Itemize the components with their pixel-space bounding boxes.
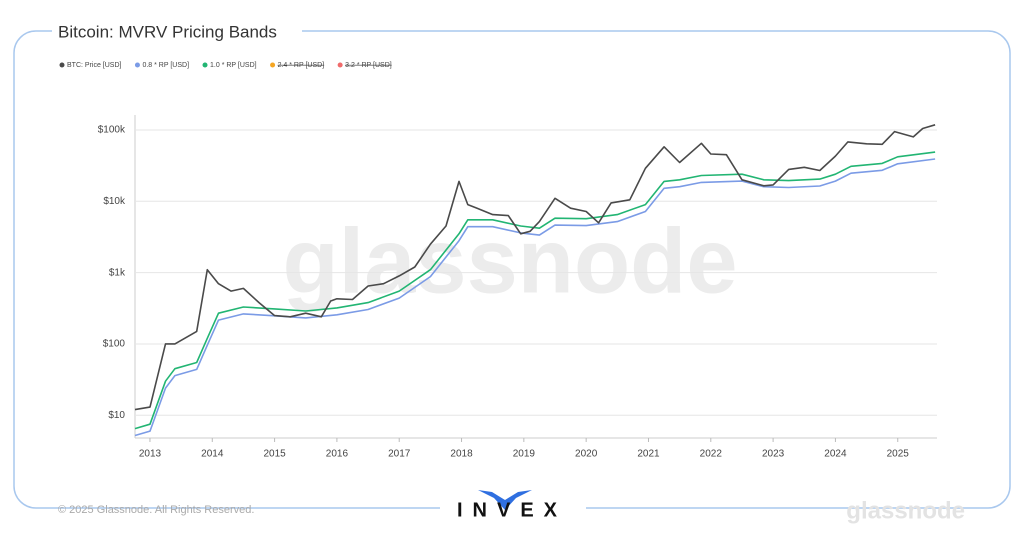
- x-tick-label: 2014: [201, 449, 224, 460]
- legend-swatch: [59, 62, 65, 68]
- legend-label: 2.4 * RP [USD]: [278, 62, 325, 69]
- y-tick-label: $10: [108, 410, 125, 421]
- x-tick-label: 2021: [637, 449, 660, 460]
- footer: © 2025 Glassnode. All Rights Reserved.: [58, 504, 254, 516]
- logo: INVEX: [457, 499, 567, 521]
- series-line: [134, 151, 936, 430]
- x-tick-label: 2015: [263, 449, 286, 460]
- legend-swatch: [270, 62, 276, 68]
- legend-swatch: [134, 62, 140, 68]
- y-tick-label: $100k: [98, 125, 126, 136]
- series-line: [134, 124, 936, 411]
- x-tick-label: 2018: [450, 449, 473, 460]
- x-tick-label: 2020: [575, 449, 598, 460]
- x-tick-label: 2023: [762, 449, 785, 460]
- x-tick-label: 2017: [388, 449, 411, 460]
- legend-label: 0.8 * RP [USD]: [142, 62, 189, 69]
- legend-label: 1.0 * RP [USD]: [210, 62, 257, 69]
- x-tick-label: 2024: [824, 449, 847, 460]
- x-tick-label: 2016: [326, 449, 349, 460]
- y-tick-label: $10k: [103, 196, 126, 207]
- watermark: glassnode: [282, 210, 737, 312]
- y-tick-label: $100: [103, 339, 126, 350]
- x-tick-label: 2019: [513, 449, 536, 460]
- x-tick-label: 2022: [700, 449, 723, 460]
- brand: glassnode: [846, 497, 965, 524]
- y-tick-label: $1k: [109, 267, 126, 278]
- legend-label: BTC: Price [USD]: [67, 62, 122, 69]
- x-tick-label: 2025: [887, 449, 910, 460]
- legend-label: 3.2 * RP [USD]: [345, 62, 392, 69]
- legend-swatch: [202, 62, 208, 68]
- logo-mark: [478, 490, 532, 510]
- legend-swatch: [337, 62, 343, 68]
- plot: $10 $100 $1k $10k $100k 2013 2014 2015 2016 2017 2…: [98, 115, 937, 460]
- title-background: [52, 20, 302, 44]
- chart-title: Bitcoin: MVRV Pricing Bands: [58, 22, 277, 41]
- x-tick-label: 2013: [139, 449, 162, 460]
